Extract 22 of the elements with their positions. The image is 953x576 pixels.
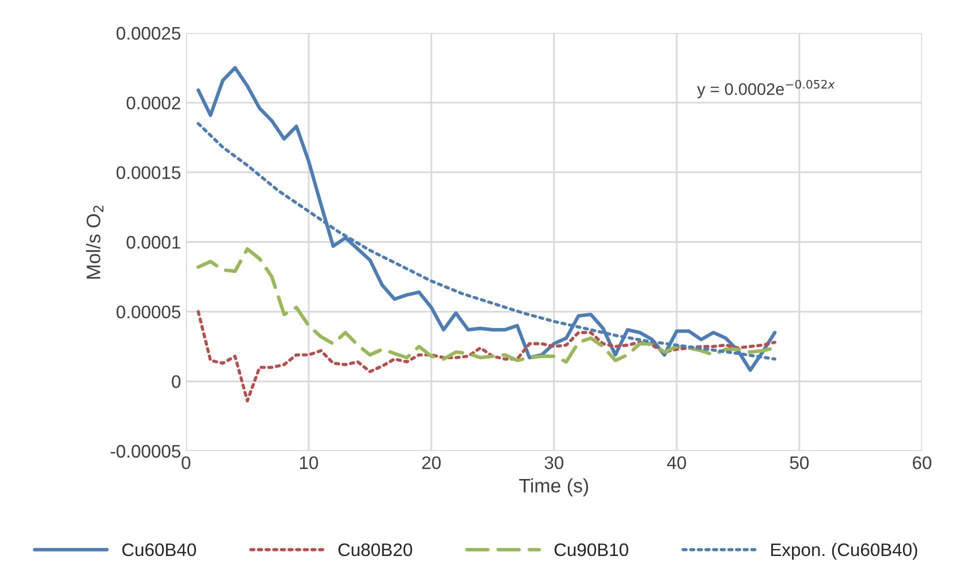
legend-label: Expon. (Cu60B40) — [771, 542, 918, 560]
x-tick-label: 50 — [790, 456, 809, 470]
legend-label: Cu80B20 — [338, 543, 412, 556]
line-series — [196, 310, 776, 402]
y-tick-label: 0.0001 — [126, 236, 180, 249]
x-tick-label: 10 — [300, 456, 318, 470]
y-axis-title: Mol/s O$_{2}$ — [86, 206, 104, 279]
x-tick-label: 0 — [182, 456, 190, 470]
x-tick-label: 30 — [544, 456, 564, 470]
x-tick-label: 20 — [422, 456, 441, 470]
y-tick-label: 0.00005 — [116, 306, 180, 318]
y-tick-label: 0.0002 — [126, 96, 180, 110]
x-tick-label: 40 — [667, 456, 686, 470]
y-tick-label: 0 — [172, 375, 180, 388]
y-tick-label: -0.00005 — [110, 444, 180, 458]
y-tick-label: 0.00025 — [116, 26, 180, 40]
legend-label: Cu60B40 — [122, 543, 196, 556]
y-tick-label: 0.00015 — [116, 166, 180, 180]
x-axis-title: Time (s) — [519, 478, 588, 496]
x-tick-label: 60 — [912, 456, 932, 470]
legend-label: Cu90B10 — [554, 543, 628, 556]
annotation: y = 0.0002e$^{−0.052x}$ — [697, 80, 835, 98]
